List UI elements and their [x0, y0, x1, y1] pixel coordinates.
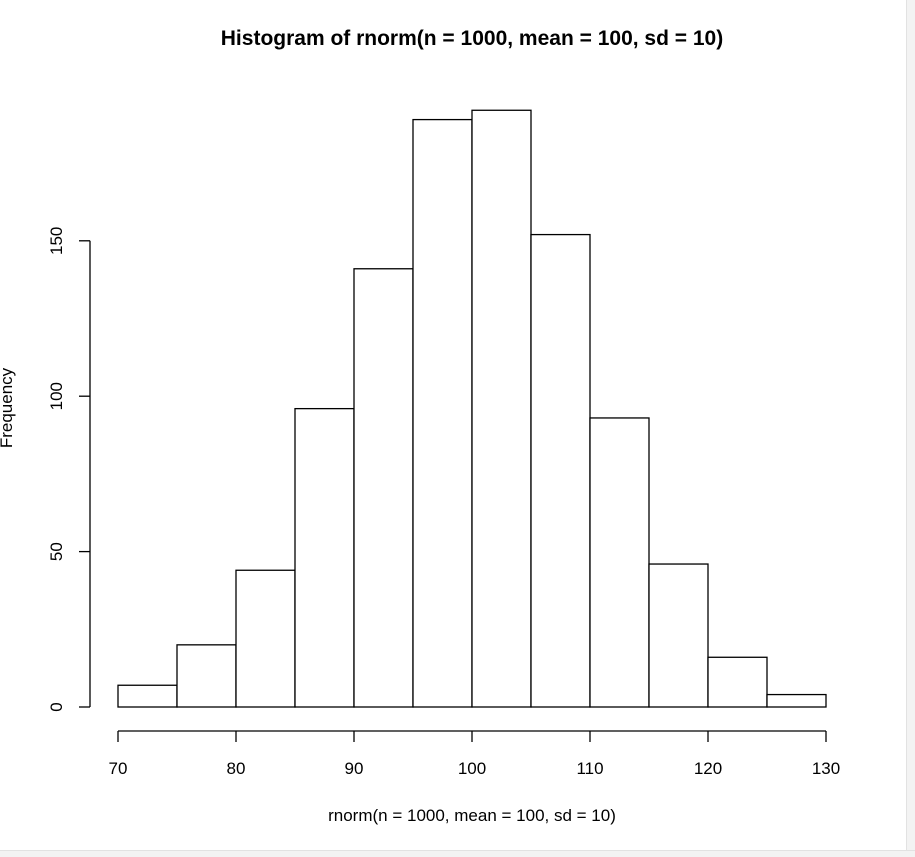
histogram-bar: [176, 644, 237, 708]
histogram-bar: [235, 569, 296, 708]
y-tick-label: 0: [47, 702, 66, 711]
x-tick-label: 70: [109, 759, 128, 778]
bars-group: [117, 109, 827, 708]
x-axis-label: rnorm(n = 1000, mean = 100, sd = 10): [328, 806, 616, 825]
histogram-bar: [648, 563, 709, 708]
histogram-bar: [412, 118, 473, 708]
histogram-bar: [471, 109, 532, 708]
x-axis: 70 80 90 100 110 120 130: [109, 730, 840, 778]
x-tick-label: 100: [458, 759, 486, 778]
histogram-bar: [766, 693, 827, 708]
histogram-bar: [530, 233, 591, 708]
y-tick-label: 150: [47, 227, 66, 255]
histogram-bar: [353, 268, 414, 708]
histogram-bar: [589, 417, 650, 708]
x-tick-label: 130: [812, 759, 840, 778]
y-tick-label: 50: [47, 542, 66, 561]
histogram-bar: [294, 407, 355, 708]
histogram-bar: [117, 684, 178, 708]
x-tick-label: 110: [576, 759, 603, 778]
y-axis-label: Frequency: [0, 367, 16, 448]
chart-title: Histogram of rnorm(n = 1000, mean = 100,…: [221, 27, 723, 50]
scrollbar-gutter-bottom: [0, 850, 915, 857]
histogram-bar: [707, 656, 768, 708]
y-tick-label: 100: [47, 382, 66, 410]
scrollbar-gutter-right: [906, 0, 915, 857]
y-axis: 0 50 100 150: [47, 227, 91, 712]
x-tick-label: 80: [227, 759, 246, 778]
x-tick-label: 120: [694, 759, 722, 778]
x-tick-label: 90: [345, 759, 364, 778]
